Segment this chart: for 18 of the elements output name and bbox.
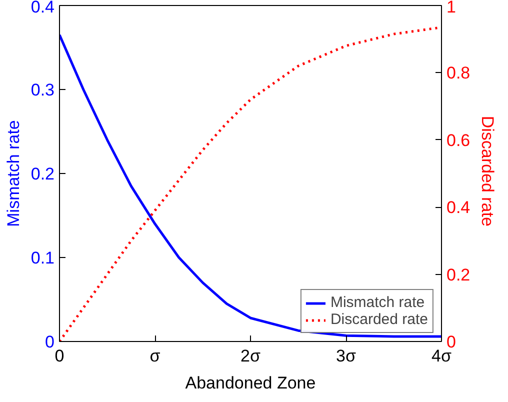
y-axis-title: Mismatch rate: [4, 120, 23, 227]
legend-label: Mismatch rate: [330, 294, 425, 311]
legend-label: Discarded rate: [330, 311, 428, 328]
x-tick-label: 2σ: [240, 346, 261, 366]
y2-tick-label: 1: [446, 0, 456, 16]
x-axis-title: Abandoned Zone: [185, 374, 316, 392]
y2-tick-label: 0.2: [446, 265, 470, 284]
y-tick-label: 0.3: [30, 80, 55, 100]
y2-axis-title: Discarded rate: [478, 116, 498, 226]
y2-tick-label: 0.4: [446, 198, 470, 218]
y-tick-label: 0.1: [30, 248, 55, 268]
y2-tick-label: 0.8: [446, 64, 470, 83]
x-tick-label: 3σ: [336, 346, 356, 366]
x-tick-label: σ: [150, 346, 161, 366]
y-tick-label: 0.2: [30, 164, 55, 184]
y-tick-label: 0.4: [30, 0, 55, 16]
y2-tick-label: 0.6: [446, 130, 470, 150]
y-tick-label: 0: [45, 332, 55, 352]
